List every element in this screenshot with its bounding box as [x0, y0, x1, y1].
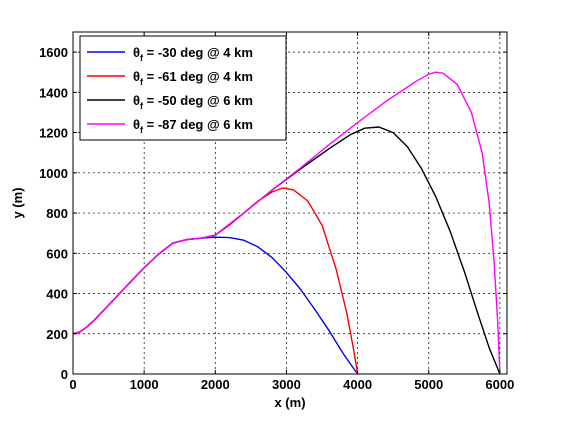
legend-subscript: f [140, 101, 144, 111]
x-tick-label: 6000 [485, 377, 514, 392]
y-tick-label: 1200 [39, 126, 68, 141]
series-lines [72, 71, 501, 375]
y-tick-label: 1000 [39, 166, 68, 181]
x-tick-label: 3000 [272, 377, 301, 392]
legend-theta: θ [133, 117, 140, 132]
legend-subscript: f [140, 125, 144, 135]
legend-entry: θf = -87 deg @ 6 km [133, 117, 253, 135]
plot-area-frame [72, 31, 508, 375]
x-axis-label: x (m) [274, 395, 305, 410]
y-tick-label: 400 [46, 287, 68, 302]
series-line-3 [72, 126, 501, 375]
y-tick-label: 800 [46, 206, 68, 221]
y-tick-label: 1400 [39, 85, 68, 100]
legend-entry: θf = -50 deg @ 6 km [133, 93, 253, 111]
y-tick-label: 200 [46, 327, 68, 342]
legend-text-rest: = -87 deg @ 6 km [143, 117, 253, 132]
legend-text-rest: = -30 deg @ 4 km [143, 45, 253, 60]
y-tick-label: 600 [46, 246, 68, 261]
legend-theta: θ [133, 93, 140, 108]
legend-box [79, 35, 287, 141]
x-tick-label: 2000 [201, 377, 230, 392]
legend-subscript: f [140, 77, 144, 87]
axis-ticks: 0 1000 2000 3000 4000 5000 6000 0 200 400 600 800 10… [39, 32, 514, 392]
x-tick-label: 4000 [343, 377, 372, 392]
legend-theta: θ [133, 45, 140, 60]
y-tick-label: 0 [61, 367, 68, 382]
legend-theta: θ [133, 69, 140, 84]
series-line-2 [72, 187, 359, 375]
legend-text-rest: = -50 deg @ 6 km [143, 93, 253, 108]
legend-entry: θf = -61 deg @ 4 km [133, 69, 253, 87]
y-tick-label: 1600 [39, 45, 68, 60]
y-axis-label: y (m) [10, 187, 25, 218]
series-line-4 [72, 71, 501, 375]
legend-entry: θf = -30 deg @ 4 km [133, 45, 253, 63]
legend-subscript: f [140, 53, 144, 63]
x-tick-label: 5000 [414, 377, 443, 392]
legend-text-rest: = -61 deg @ 4 km [143, 69, 253, 84]
x-tick-label: 0 [69, 377, 76, 392]
x-tick-label: 1000 [130, 377, 159, 392]
